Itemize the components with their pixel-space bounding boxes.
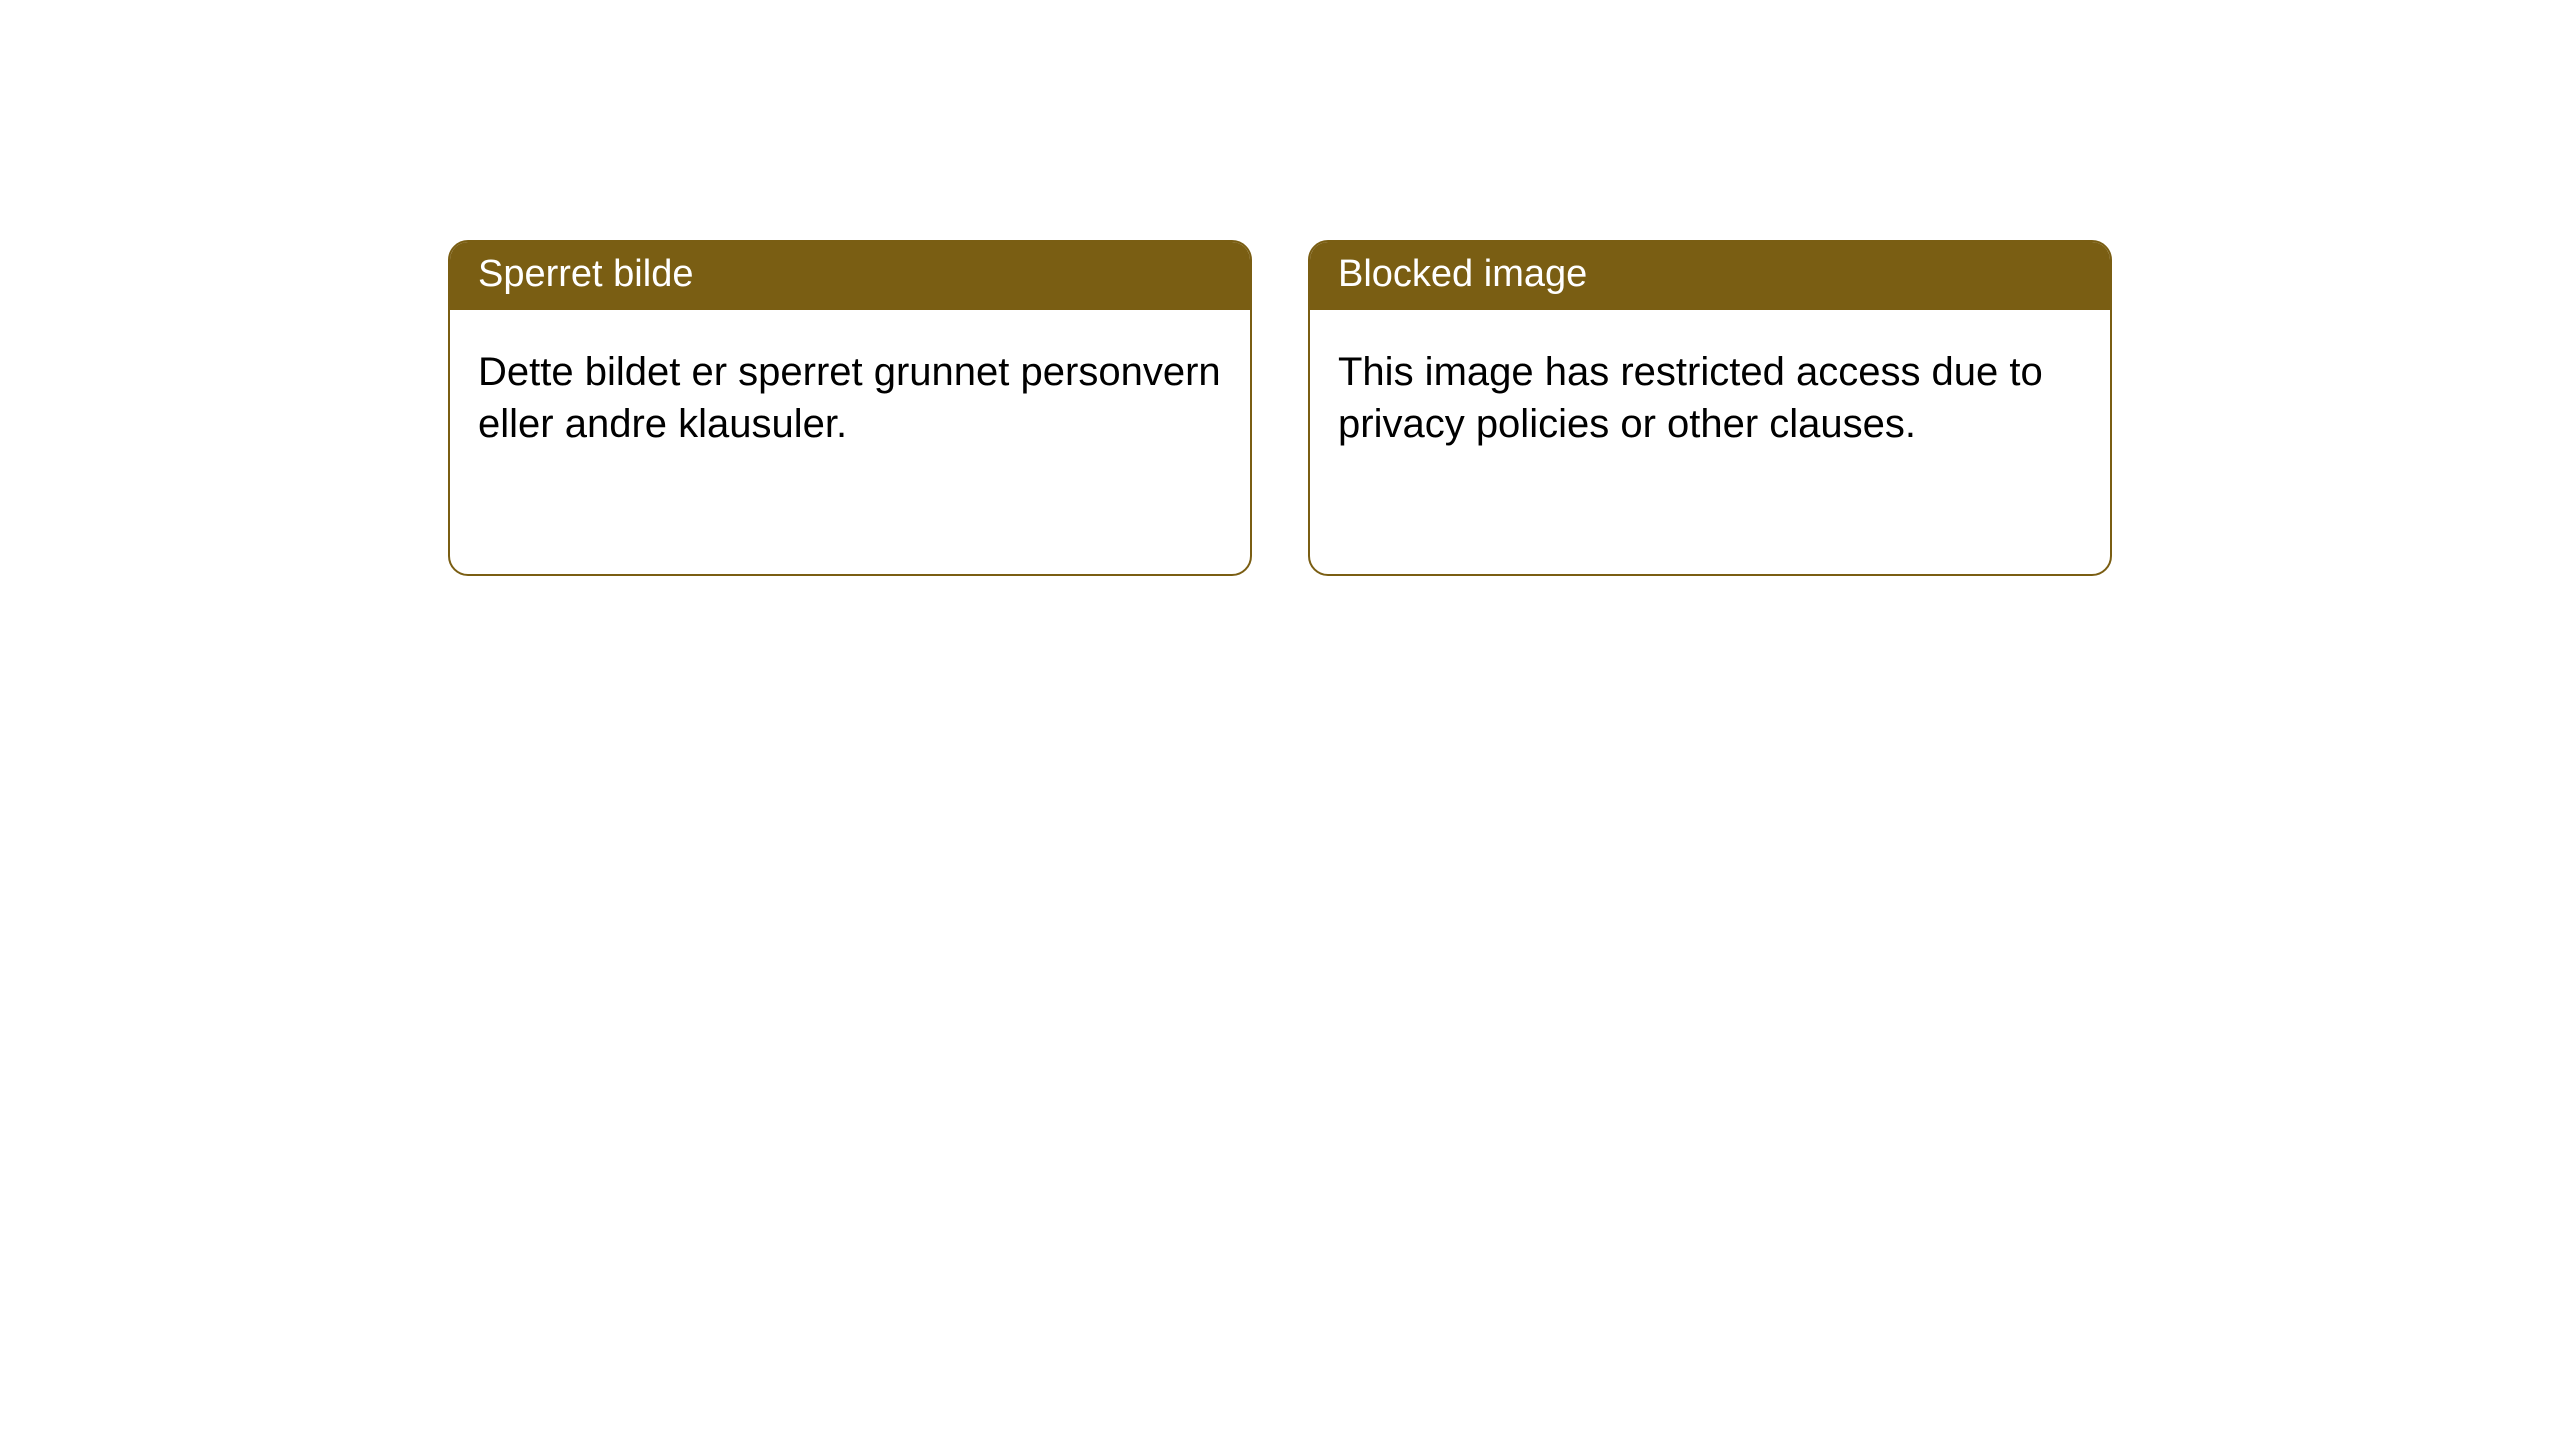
card-body-english: This image has restricted access due to … — [1310, 310, 2110, 486]
card-header-english: Blocked image — [1310, 242, 2110, 310]
card-header-norwegian: Sperret bilde — [450, 242, 1250, 310]
notice-container: Sperret bilde Dette bildet er sperret gr… — [0, 0, 2560, 576]
blocked-image-card-norwegian: Sperret bilde Dette bildet er sperret gr… — [448, 240, 1252, 576]
card-body-norwegian: Dette bildet er sperret grunnet personve… — [450, 310, 1250, 486]
blocked-image-card-english: Blocked image This image has restricted … — [1308, 240, 2112, 576]
